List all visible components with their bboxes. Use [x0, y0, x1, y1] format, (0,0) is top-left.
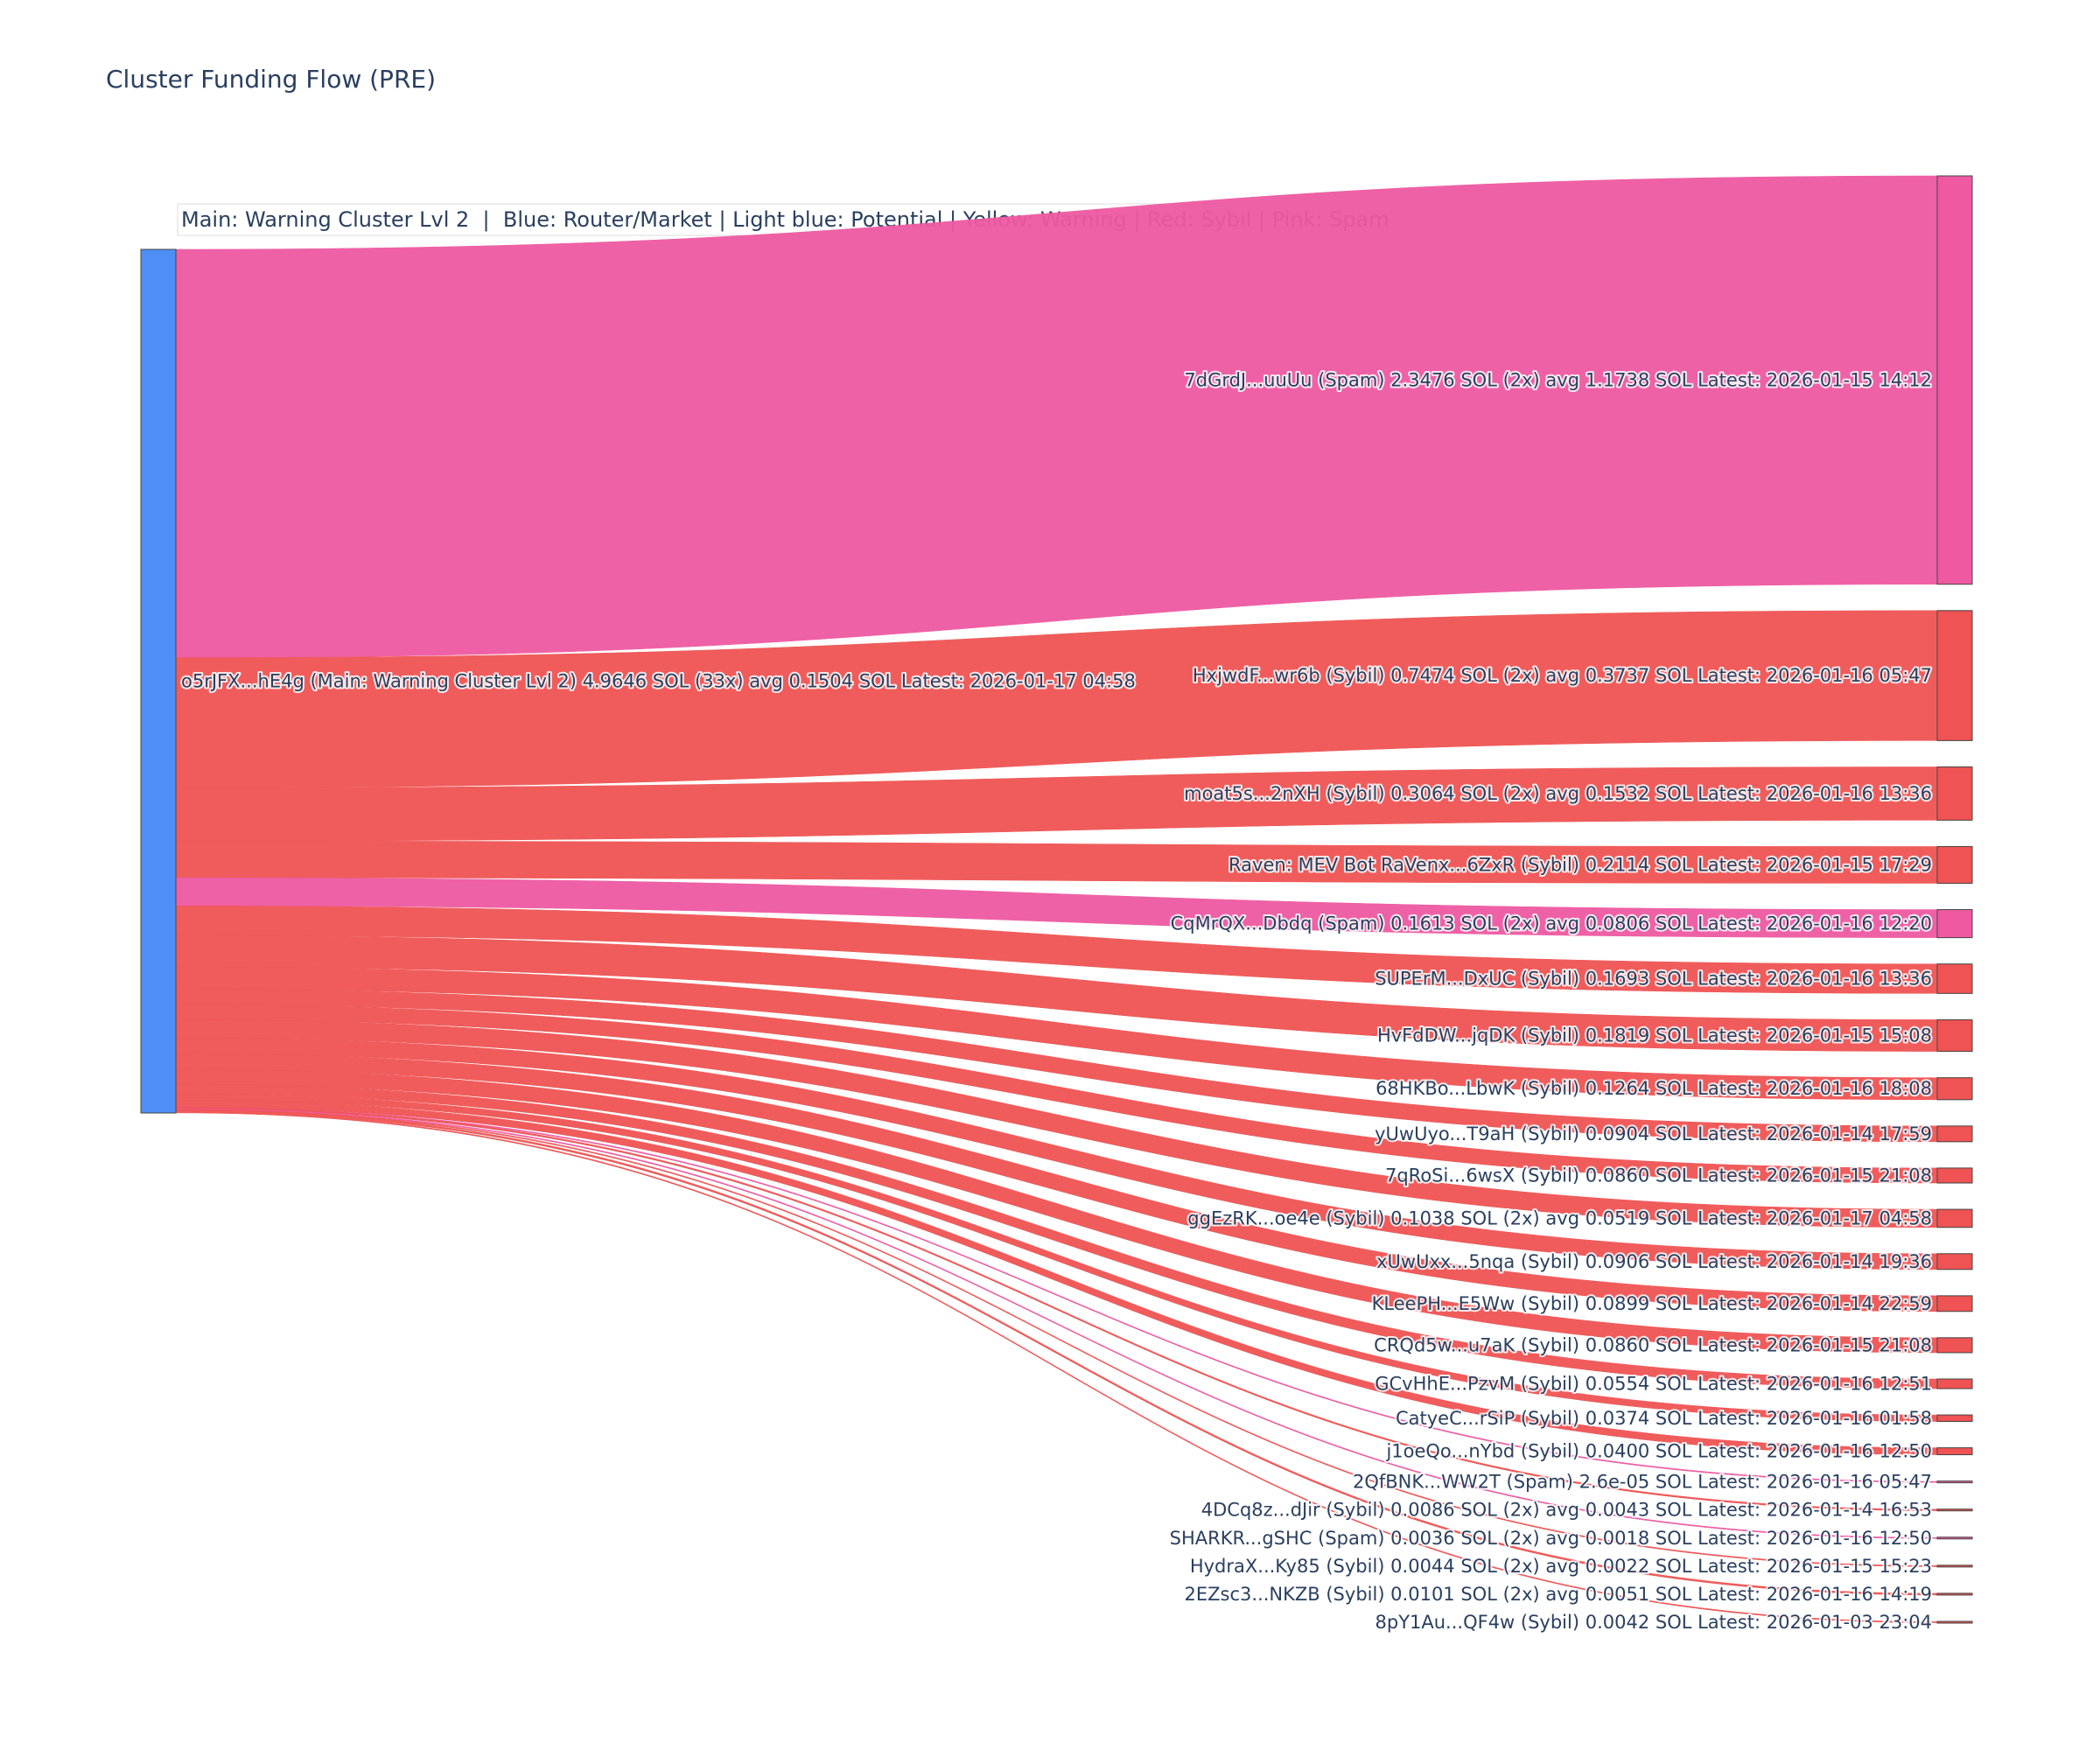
target-node [1936, 1295, 1973, 1312]
target-label: KLeePH...E5Ww (Sybil) 0.0899 SOL Latest:… [1372, 1293, 1932, 1314]
target-node [1936, 610, 1973, 741]
target-label: j1oeQo...nYbd (Sybil) 0.0400 SOL Latest:… [1385, 1441, 1932, 1462]
target-label: yUwUyo...T9aH (Sybil) 0.0904 SOL Latest:… [1375, 1124, 1932, 1144]
sankey-links [175, 175, 1938, 1623]
sankey-link [175, 175, 1938, 658]
target-label: 8pY1Au...QF4w (Sybil) 0.0042 SOL Latest:… [1376, 1612, 1933, 1633]
target-label: CRQd5w...u7aK (Sybil) 0.0860 SOL Latest:… [1374, 1334, 1932, 1355]
target-label: 7qRoSi...6wsX (Sybil) 0.0860 SOL Latest:… [1385, 1165, 1932, 1186]
target-label-halo: 8pY1Au...QF4w (Sybil) 0.0042 SOL Latest:… [1376, 1612, 1933, 1633]
target-node [1936, 766, 1973, 821]
target-node [1936, 1077, 1973, 1101]
target-label-halo: 7qRoSi...6wsX (Sybil) 0.0860 SOL Latest:… [1385, 1165, 1932, 1186]
target-node [1936, 1018, 1973, 1053]
target-label: Raven: MEV Bot RaVenx...6ZxR (Sybil) 0.2… [1228, 854, 1932, 875]
sankey-labels: 7dGrdJ...uuUu (Spam) 2.3476 SOL (2x) avg… [179, 368, 1934, 1634]
target-label-halo: SUPErM...DxUC (Sybil) 0.1693 SOL Latest:… [1375, 969, 1932, 990]
target-label-halo: 7dGrdJ...uuUu (Spam) 2.3476 SOL (2x) avg… [1184, 369, 1932, 390]
target-node [1936, 845, 1973, 884]
target-node [1936, 909, 1973, 939]
target-node [1936, 1253, 1973, 1270]
target-label: moat5s...2nXH (Sybil) 0.3064 SOL (2x) av… [1184, 783, 1932, 804]
target-node [1936, 1564, 1973, 1568]
target-label-halo: HvFdDW...jqDK (Sybil) 0.1819 SOL Latest:… [1377, 1026, 1932, 1046]
target-label-halo: 2QfBNK...WW2T (Spam) 2.6e-05 SOL Latest:… [1353, 1472, 1932, 1493]
target-label: SUPErM...DxUC (Sybil) 0.1693 SOL Latest:… [1375, 969, 1932, 990]
target-node [1936, 1620, 1973, 1624]
target-label: GCvHhE...PzvM (Sybil) 0.0554 SOL Latest:… [1375, 1374, 1932, 1395]
target-node [1936, 1167, 1973, 1184]
chart-title: Cluster Funding Flow (PRE) [106, 65, 436, 94]
target-label: 2QfBNK...WW2T (Spam) 2.6e-05 SOL Latest:… [1353, 1472, 1932, 1493]
target-label: CqMrQX...Dbdq (Spam) 0.1613 SOL (2x) avg… [1171, 914, 1932, 934]
target-label-halo: ggEzRK...oe4e (Sybil) 0.1038 SOL (2x) av… [1187, 1208, 1932, 1228]
sankey-nodes [140, 175, 1973, 1624]
target-node [1936, 1378, 1973, 1390]
target-label-halo: moat5s...2nXH (Sybil) 0.3064 SOL (2x) av… [1184, 783, 1932, 804]
target-label: ggEzRK...oe4e (Sybil) 0.1038 SOL (2x) av… [1187, 1208, 1932, 1228]
target-label: HxjwdF...wr6b (Sybil) 0.7474 SOL (2x) av… [1193, 665, 1932, 686]
target-node [1936, 1125, 1973, 1143]
target-node [1936, 963, 1973, 994]
target-label-halo: GCvHhE...PzvM (Sybil) 0.0554 SOL Latest:… [1375, 1374, 1932, 1395]
target-label: 68HKBo...LbwK (Sybil) 0.1264 SOL Latest:… [1376, 1078, 1932, 1099]
source-node [140, 248, 177, 1114]
target-label-halo: yUwUyo...T9aH (Sybil) 0.0904 SOL Latest:… [1375, 1124, 1932, 1144]
target-label-halo: 4DCq8z...dJir (Sybil) 0.0086 SOL (2x) av… [1201, 1500, 1932, 1521]
target-label-halo: CqMrQX...Dbdq (Spam) 0.1613 SOL (2x) avg… [1171, 914, 1932, 934]
target-label-halo: KLeePH...E5Ww (Sybil) 0.0899 SOL Latest:… [1372, 1293, 1932, 1314]
target-node [1936, 1447, 1973, 1456]
source-label-halo: o5rJFX...hE4g (Main: Warning Cluster Lvl… [181, 671, 1136, 692]
target-node [1936, 1536, 1973, 1540]
target-label: HvFdDW...jqDK (Sybil) 0.1819 SOL Latest:… [1377, 1026, 1932, 1046]
target-node [1936, 1480, 1973, 1484]
target-node [1936, 1592, 1973, 1596]
target-label-halo: 68HKBo...LbwK (Sybil) 0.1264 SOL Latest:… [1376, 1078, 1932, 1099]
target-label: CatyeC...rSiP (Sybil) 0.0374 SOL Latest:… [1396, 1408, 1932, 1429]
target-label: SHARKR...gSHC (Spam) 0.0036 SOL (2x) avg… [1170, 1528, 1932, 1549]
target-label-halo: HxjwdF...wr6b (Sybil) 0.7474 SOL (2x) av… [1193, 665, 1932, 686]
target-label-halo: 2EZsc3...NKZB (Sybil) 0.0101 SOL (2x) av… [1185, 1584, 1932, 1605]
target-label: xUwUxx...5nqa (Sybil) 0.0906 SOL Latest:… [1376, 1251, 1932, 1272]
target-label-halo: xUwUxx...5nqa (Sybil) 0.0906 SOL Latest:… [1376, 1251, 1932, 1272]
target-label-halo: j1oeQo...nYbd (Sybil) 0.0400 SOL Latest:… [1385, 1441, 1932, 1462]
target-node [1936, 1208, 1973, 1228]
target-label-halo: CRQd5w...u7aK (Sybil) 0.0860 SOL Latest:… [1374, 1334, 1932, 1355]
target-node [1936, 1414, 1973, 1423]
target-label-halo: SHARKR...gSHC (Spam) 0.0036 SOL (2x) avg… [1170, 1528, 1932, 1549]
target-label: HydraX...Ky85 (Sybil) 0.0044 SOL (2x) av… [1190, 1556, 1932, 1577]
target-label: 2EZsc3...NKZB (Sybil) 0.0101 SOL (2x) av… [1185, 1584, 1932, 1605]
target-label-halo: Raven: MEV Bot RaVenx...6ZxR (Sybil) 0.2… [1228, 854, 1932, 875]
target-label-halo: CatyeC...rSiP (Sybil) 0.0374 SOL Latest:… [1396, 1408, 1932, 1429]
target-node [1936, 1337, 1973, 1354]
target-label: 7dGrdJ...uuUu (Spam) 2.3476 SOL (2x) avg… [1184, 369, 1932, 390]
target-node [1936, 175, 1973, 585]
target-label-halo: HydraX...Ky85 (Sybil) 0.0044 SOL (2x) av… [1190, 1556, 1932, 1577]
target-node [1936, 1508, 1973, 1512]
source-label: o5rJFX...hE4g (Main: Warning Cluster Lvl… [181, 671, 1136, 692]
target-label: 4DCq8z...dJir (Sybil) 0.0086 SOL (2x) av… [1201, 1500, 1932, 1521]
